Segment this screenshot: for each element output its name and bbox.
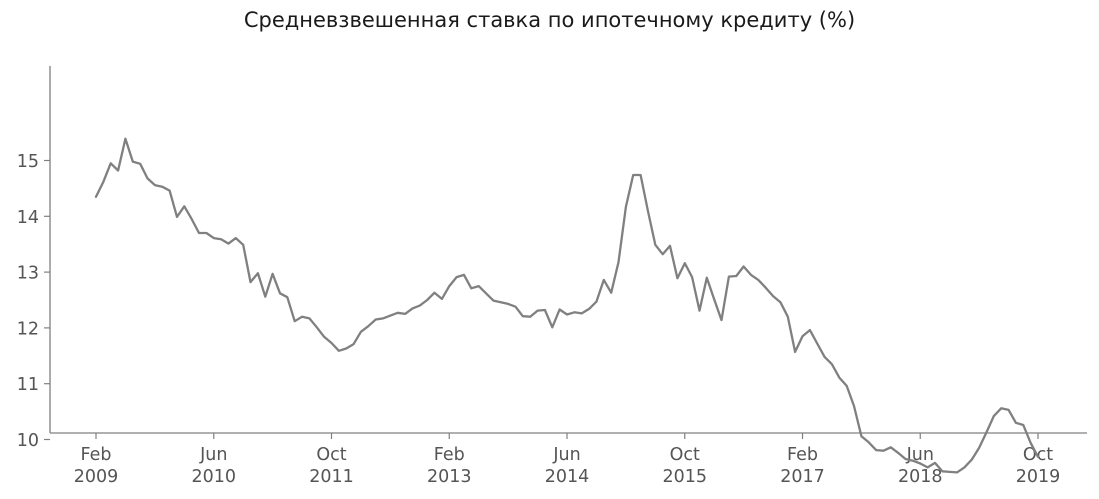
x-tick-label-month: Jun (906, 445, 934, 465)
chart-title: Средневзвешенная ставка по ипотечному кр… (243, 8, 856, 32)
x-tick-label-month: Oct (316, 445, 346, 465)
y-tick-label: 12 (17, 319, 39, 339)
x-tick-label-month: Jun (199, 445, 227, 465)
x-tick-label-year: 2010 (191, 467, 236, 487)
y-tick-label: 10 (17, 431, 39, 451)
y-tick-label: 15 (17, 152, 39, 172)
y-tick-label: 13 (17, 264, 39, 284)
y-tick-label: 11 (17, 375, 39, 395)
x-tick-label-month: Feb (81, 445, 112, 465)
y-tick-label: 14 (17, 208, 39, 228)
series-line (94, 137, 1040, 474)
x-tick-label-year: 2015 (662, 467, 707, 487)
x-tick-label-month: Oct (670, 445, 700, 465)
x-tick-label-month: Feb (434, 445, 465, 465)
x-tick-label-month: Jun (552, 445, 580, 465)
x-tick-label-year: 2014 (545, 467, 590, 487)
x-tick-label-year: 2009 (74, 467, 119, 487)
x-tick-label-year: 2018 (898, 467, 943, 487)
x-tick-label-year: 2013 (427, 467, 472, 487)
x-tick-label-year: 2011 (309, 467, 354, 487)
x-tick-label-year: 2019 (1016, 467, 1061, 487)
x-tick-label-month: Feb (787, 445, 818, 465)
x-tick-label-year: 2017 (780, 467, 825, 487)
